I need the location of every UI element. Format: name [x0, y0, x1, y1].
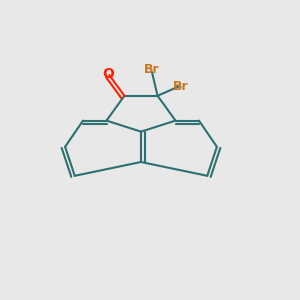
Text: O: O	[102, 68, 114, 82]
Text: Br: Br	[173, 80, 189, 93]
Text: Br: Br	[144, 63, 160, 76]
